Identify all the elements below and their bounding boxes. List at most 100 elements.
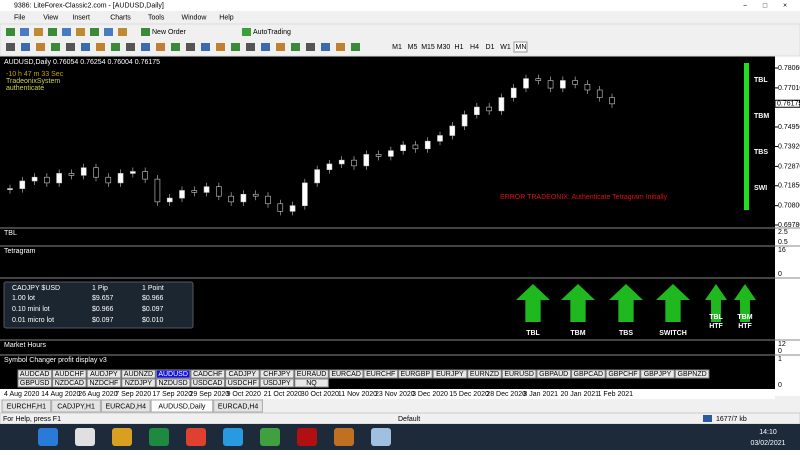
- toolbar-icon[interactable]: [276, 43, 285, 51]
- toolbar-icon[interactable]: [141, 43, 150, 51]
- symbol-button[interactable]: [294, 378, 329, 388]
- toolbar-icon[interactable]: [76, 28, 85, 36]
- symbol-button[interactable]: [674, 369, 710, 379]
- toolbar-icon[interactable]: [201, 43, 210, 51]
- taskbar-app[interactable]: [75, 428, 95, 446]
- toolbar-icon[interactable]: [66, 43, 75, 51]
- taskbar-app[interactable]: [223, 428, 243, 446]
- menu-item[interactable]: Window: [182, 14, 208, 21]
- taskbar-app[interactable]: [38, 428, 58, 446]
- toolbar-icon[interactable]: [6, 43, 15, 51]
- chart-tab[interactable]: [100, 399, 151, 413]
- symbol-button[interactable]: [121, 369, 156, 379]
- timeframe-button[interactable]: H1: [455, 44, 464, 51]
- menu-item[interactable]: Tools: [148, 14, 165, 21]
- toolbar-icon[interactable]: [261, 43, 270, 51]
- timeframe-button[interactable]: D1: [486, 44, 495, 51]
- toolbar-icon[interactable]: [90, 28, 99, 36]
- chart-tab[interactable]: [213, 399, 263, 413]
- toolbar-icon[interactable]: [306, 43, 315, 51]
- taskbar-app[interactable]: [149, 428, 169, 446]
- new-order-button[interactable]: New Order: [152, 29, 187, 36]
- toolbar-icon[interactable]: [6, 28, 15, 36]
- symbol-button[interactable]: [52, 369, 87, 379]
- symbol-button[interactable]: [121, 378, 156, 388]
- symbol-button[interactable]: [571, 369, 606, 379]
- autotrading-button[interactable]: AutoTrading: [253, 29, 291, 36]
- menu-item[interactable]: File: [14, 14, 25, 21]
- chart-tab[interactable]: [51, 399, 101, 413]
- window-button[interactable]: □: [763, 2, 768, 9]
- toolbar-icon[interactable]: [171, 43, 180, 51]
- symbol-button[interactable]: [86, 369, 122, 379]
- window-button[interactable]: ×: [783, 2, 787, 9]
- toolbar-icon[interactable]: [231, 43, 240, 51]
- toolbar-icon[interactable]: [351, 43, 360, 51]
- toolbar-icon[interactable]: [34, 28, 43, 36]
- toolbar-icon[interactable]: [21, 43, 30, 51]
- symbol-button[interactable]: [225, 378, 260, 388]
- toolbar-icon[interactable]: [141, 28, 150, 36]
- taskbar-app[interactable]: [334, 428, 354, 446]
- toolbar-icon[interactable]: [291, 43, 300, 51]
- toolbar-icon[interactable]: [48, 28, 57, 36]
- toolbar-icon[interactable]: [156, 43, 165, 51]
- symbol-button[interactable]: [536, 369, 571, 379]
- symbol-button[interactable]: [432, 369, 468, 379]
- menu-item[interactable]: Charts: [110, 14, 131, 21]
- symbol-button[interactable]: [363, 369, 398, 379]
- symbol-button[interactable]: [294, 369, 329, 379]
- toolbar-icon[interactable]: [51, 43, 60, 51]
- symbol-button[interactable]: [398, 369, 433, 379]
- chart-tab[interactable]: [150, 399, 214, 413]
- taskbar-app[interactable]: [371, 428, 391, 446]
- toolbar-icon[interactable]: [126, 43, 135, 51]
- symbol-button[interactable]: [17, 378, 52, 388]
- symbol-button[interactable]: [501, 369, 537, 379]
- toolbar-icon[interactable]: [242, 28, 251, 36]
- toolbar-icon[interactable]: [62, 28, 71, 36]
- toolbar-icon[interactable]: [81, 43, 90, 51]
- symbol-button[interactable]: [155, 369, 191, 379]
- toolbar-icon[interactable]: [118, 28, 127, 36]
- toolbar-icon[interactable]: [246, 43, 255, 51]
- symbol-button[interactable]: [225, 369, 260, 379]
- menu-item[interactable]: Insert: [72, 14, 90, 21]
- toolbar-icon[interactable]: [216, 43, 225, 51]
- timeframe-button[interactable]: H4: [470, 44, 479, 51]
- window-button[interactable]: −: [743, 2, 747, 9]
- toolbar-icon[interactable]: [186, 43, 195, 51]
- symbol-button[interactable]: [259, 369, 295, 379]
- symbol-button[interactable]: [259, 378, 295, 388]
- taskbar-app[interactable]: [260, 428, 280, 446]
- toolbar-icon[interactable]: [321, 43, 330, 51]
- symbol-button[interactable]: [52, 378, 87, 388]
- toolbar-icon[interactable]: [336, 43, 345, 51]
- symbol-button[interactable]: [190, 369, 225, 379]
- toolbar-icon[interactable]: [104, 28, 113, 36]
- taskbar-app[interactable]: [112, 428, 132, 446]
- symbol-button[interactable]: [467, 369, 502, 379]
- timeframe-button[interactable]: M30: [437, 44, 451, 51]
- toolbar-icon[interactable]: [36, 43, 45, 51]
- timeframe-button[interactable]: M15: [421, 44, 435, 51]
- symbol-button[interactable]: [155, 378, 191, 388]
- symbol-button[interactable]: [17, 369, 52, 379]
- symbol-button[interactable]: [190, 378, 225, 388]
- menu-item[interactable]: View: [43, 14, 59, 21]
- symbol-button[interactable]: [640, 369, 675, 379]
- symbol-button[interactable]: [605, 369, 641, 379]
- timeframe-button[interactable]: M1: [392, 44, 402, 51]
- chart-tab[interactable]: [1, 399, 52, 413]
- timeframe-button[interactable]: W1: [500, 44, 511, 51]
- toolbar-icon[interactable]: [20, 28, 29, 36]
- symbol-button[interactable]: [328, 369, 364, 379]
- toolbar-icon[interactable]: [96, 43, 105, 51]
- menu-item[interactable]: Help: [219, 14, 234, 21]
- taskbar-app[interactable]: [297, 428, 317, 446]
- timeframe-button[interactable]: MN: [516, 44, 527, 51]
- symbol-button[interactable]: [86, 378, 122, 388]
- timeframe-button[interactable]: M5: [408, 44, 418, 51]
- toolbar-icon[interactable]: [111, 43, 120, 51]
- taskbar-app[interactable]: [186, 428, 206, 446]
